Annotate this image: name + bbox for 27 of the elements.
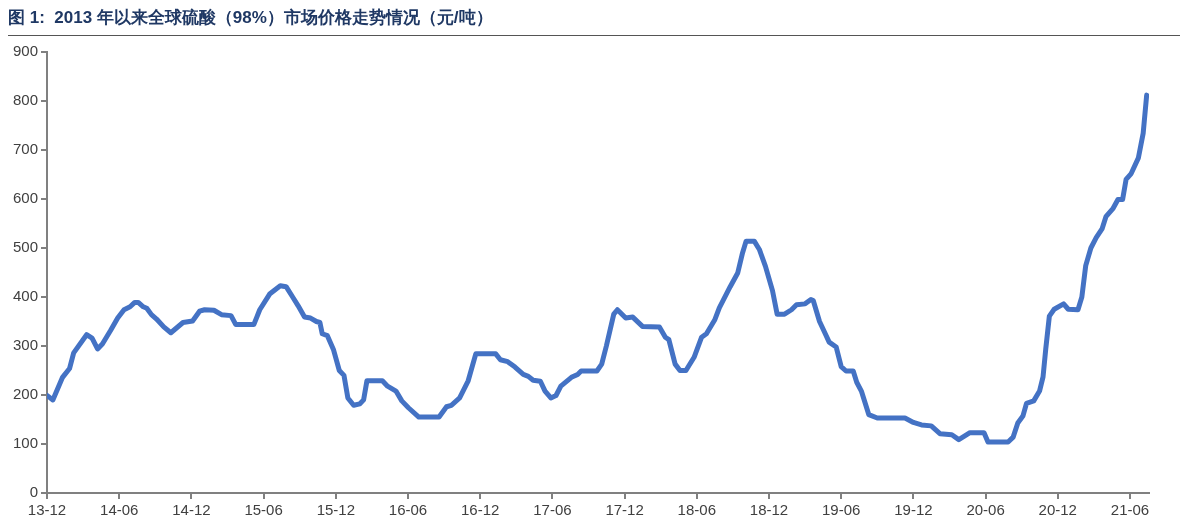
x-tick-label: 17-06 xyxy=(533,501,572,519)
x-tick-label: 17-12 xyxy=(605,501,644,519)
y-tick-label: 100 xyxy=(13,434,39,452)
x-tick-label: 18-06 xyxy=(677,501,716,519)
x-tick-label: 18-12 xyxy=(749,501,789,519)
x-tick-label: 19-12 xyxy=(894,501,933,519)
chart-title: 图 1: 2013 年以来全球硫酸（98%）市场价格走势情况（元/吨） xyxy=(8,6,1180,36)
y-tick-label: 400 xyxy=(13,287,39,305)
y-tick-label: 300 xyxy=(13,336,39,354)
x-tick-label: 14-12 xyxy=(172,501,211,519)
x-tick-label: 20-06 xyxy=(966,501,1005,519)
x-tick-label: 13-12 xyxy=(27,501,67,519)
x-tick-label: 14-06 xyxy=(100,501,139,519)
y-tick-label: 600 xyxy=(13,189,39,207)
x-tick-label: 21-06 xyxy=(1110,501,1150,519)
x-tick-label: 16-12 xyxy=(461,501,500,519)
y-tick-label: 500 xyxy=(13,238,39,256)
x-tick-label: 15-06 xyxy=(244,501,283,519)
x-tick-label: 15-12 xyxy=(316,501,355,519)
y-tick-label: 900 xyxy=(13,42,39,60)
y-tick-label: 700 xyxy=(13,140,39,158)
y-tick-label: 800 xyxy=(13,91,39,109)
x-tick-label: 20-12 xyxy=(1038,501,1077,519)
y-tick-label: 200 xyxy=(13,385,39,403)
x-tick-label: 16-06 xyxy=(388,501,428,519)
x-tick-label: 19-06 xyxy=(822,501,861,519)
y-tick-label: 0 xyxy=(29,483,39,501)
